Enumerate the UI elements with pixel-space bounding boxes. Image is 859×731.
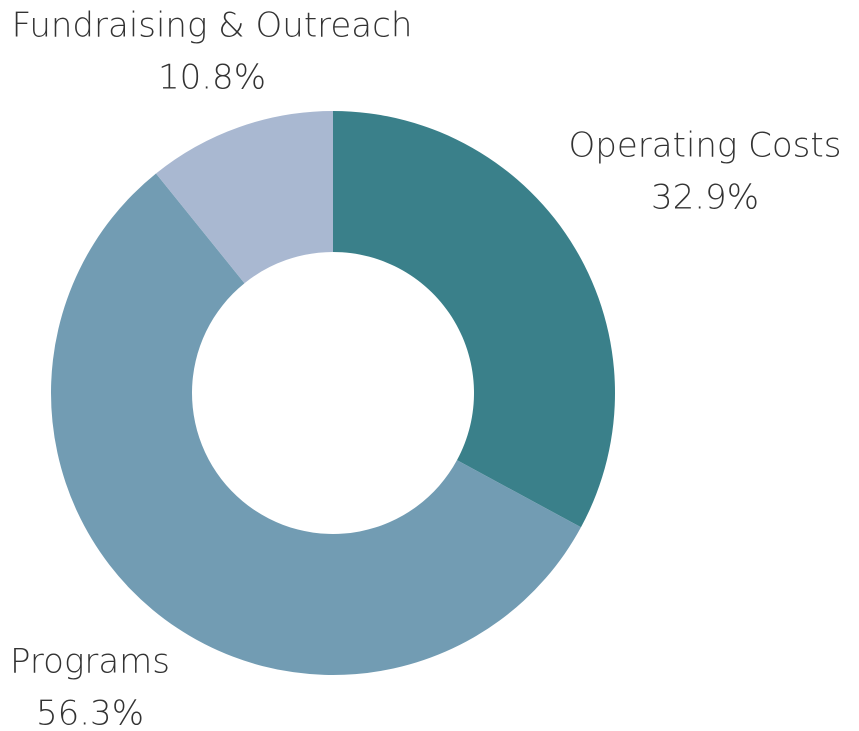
value-label: 32.9% (651, 178, 759, 218)
donut-segment (51, 173, 581, 675)
category-label: Fundraising & Outreach (12, 6, 413, 46)
category-label: Operating Costs (569, 126, 842, 166)
donut-segment (333, 111, 615, 528)
category-label: Programs (10, 642, 170, 682)
donut-segment (155, 111, 333, 284)
value-label: 10.8% (158, 58, 266, 98)
value-label: 56.3% (36, 694, 144, 731)
